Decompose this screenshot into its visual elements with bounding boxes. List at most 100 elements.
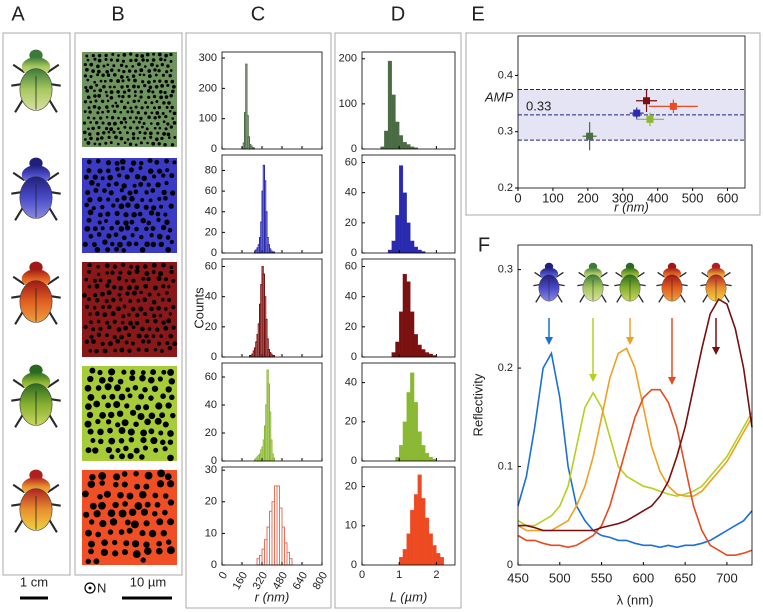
texture-dot: [145, 58, 149, 62]
histogram-bar: [399, 311, 404, 358]
texture-dot: [109, 454, 115, 460]
texture-dot: [162, 120, 166, 124]
texture-dot: [119, 158, 126, 165]
texture-dot: [121, 95, 125, 99]
texture-dot: [150, 111, 154, 115]
texture-dot: [86, 58, 90, 62]
texture-dot: [163, 58, 167, 62]
texture-dot: [105, 419, 112, 425]
texture-dot: [147, 95, 151, 99]
texture-dot: [143, 131, 147, 135]
histogram-bar: [413, 402, 418, 462]
texture-dot: [142, 297, 148, 303]
texture-dot: [86, 411, 94, 419]
histogram-bar: [413, 494, 418, 566]
texture-dot: [129, 52, 133, 56]
texture-dot: [148, 428, 155, 435]
texture-dot: [110, 68, 114, 72]
texture-dot: [85, 403, 92, 410]
texture-dot: [153, 447, 159, 453]
texture-dot: [170, 412, 176, 419]
texture-dot: [115, 338, 121, 344]
texture-dot: [151, 334, 156, 338]
texture-dot: [143, 520, 150, 527]
texture-dot: [105, 320, 110, 325]
texture-dot: [144, 111, 148, 115]
texture-dot: [161, 262, 166, 268]
beetle-leg: [678, 271, 687, 278]
texture-dot: [99, 412, 106, 419]
texture-dot: [139, 490, 147, 499]
texture-dot: [125, 84, 130, 88]
x-tick-label: 550: [591, 570, 613, 585]
texture-dot: [143, 264, 148, 269]
texture-dot: [115, 197, 120, 203]
texture-dot: [151, 299, 157, 305]
texture-dot: [165, 168, 170, 173]
texture-dot: [91, 126, 95, 131]
texture-dot: [122, 304, 127, 309]
texture: [82, 52, 177, 147]
point: [669, 102, 677, 110]
texture-dot: [95, 531, 102, 538]
texture-dot: [167, 439, 174, 445]
texture-dot: [109, 141, 113, 145]
texture-dot: [152, 285, 158, 291]
texture-dot: [158, 313, 163, 318]
histogram-bar: [421, 498, 426, 566]
texture-dot: [148, 529, 157, 538]
texture-dot: [116, 327, 122, 332]
texture-dot: [154, 159, 160, 165]
plot-frame: [221, 362, 323, 462]
y-tick-label: 0: [211, 247, 217, 259]
texture-dot: [97, 220, 102, 225]
texture-dot: [143, 483, 150, 490]
texture-dot: [155, 547, 163, 555]
texture-dot: [130, 306, 136, 312]
texture-dot: [83, 110, 87, 114]
y-tick-label: 0: [351, 247, 357, 259]
texture-dot: [140, 326, 145, 332]
histogram-bar: [421, 349, 426, 358]
histogram-bar: [410, 311, 415, 358]
texture-dot: [120, 99, 124, 104]
texture-dot: [89, 74, 93, 79]
texture-dot: [134, 285, 140, 290]
texture-dot: [131, 136, 136, 140]
texture-dot: [158, 79, 162, 83]
texture-dot: [161, 320, 166, 325]
texture-dot: [97, 369, 103, 376]
texture-dot: [118, 437, 125, 444]
histogram-bar: [391, 94, 396, 150]
texture-dot: [169, 52, 173, 57]
spectrum-line: [517, 388, 753, 556]
texture-dot: [107, 341, 113, 347]
texture-dot: [107, 304, 112, 309]
texture-dot: [88, 349, 93, 353]
texture-dot: [121, 195, 127, 201]
frame-a: [2, 32, 71, 576]
point: [633, 109, 641, 117]
texture-dot: [145, 127, 149, 131]
histogram-bar: [402, 192, 407, 254]
texture-dot: [93, 558, 100, 565]
texture-dot: [117, 173, 122, 178]
texture-dot: [92, 116, 96, 120]
texture-dot: [148, 210, 155, 216]
texture-dot: [82, 130, 87, 135]
histogram-bar: [417, 431, 422, 462]
texture-dot: [83, 511, 90, 518]
texture-dot: [113, 384, 121, 392]
texture-dot: [156, 292, 161, 297]
texture-dot: [140, 106, 144, 110]
x-tick-label: 500: [549, 570, 571, 585]
texture-dot: [85, 190, 91, 196]
texture-dot: [93, 89, 96, 93]
texture-dot: [87, 209, 94, 216]
texture-dot: [105, 446, 113, 454]
texture-dot: [135, 53, 139, 58]
texture-dot: [117, 94, 121, 98]
texture-dot: [112, 64, 116, 68]
x-axis-label: r (nm): [614, 199, 649, 214]
x-axis-label: λ (nm): [617, 592, 654, 607]
